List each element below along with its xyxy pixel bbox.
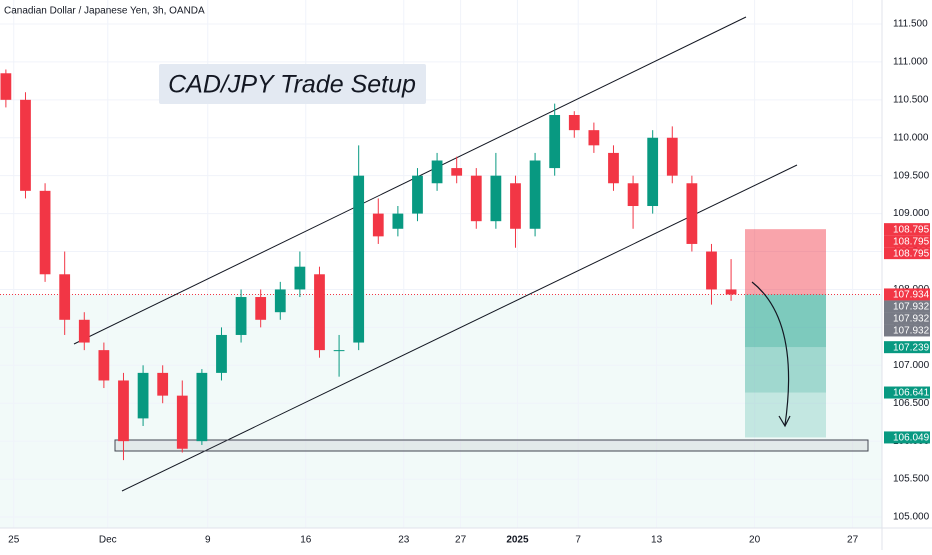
candle-body xyxy=(725,289,737,295)
x-tick-label: Dec xyxy=(99,535,117,546)
price-label: 108.795 xyxy=(893,248,930,259)
y-tick-label: 111.000 xyxy=(893,57,928,68)
y-tick-label: 109.500 xyxy=(893,170,930,181)
candle-body xyxy=(176,395,188,449)
x-tick-label: 16 xyxy=(300,535,312,546)
price-label: 106.049 xyxy=(893,433,930,444)
candle-body xyxy=(118,380,129,442)
arrow-head xyxy=(778,415,791,428)
candle-body xyxy=(431,160,443,184)
candle-body xyxy=(59,274,71,320)
y-tick-label: 110.000 xyxy=(893,132,929,143)
price-label-bg xyxy=(884,431,930,444)
candle-body xyxy=(333,350,345,352)
price-label: 107.932 xyxy=(893,326,930,337)
price-label-bg xyxy=(884,223,930,236)
candle-body xyxy=(196,372,208,442)
y-tick-label: 109.000 xyxy=(893,208,930,219)
candle-body xyxy=(216,334,227,373)
candle-body xyxy=(255,297,267,320)
chart-title: Canadian Dollar / Japanese Yen, 3h, OAND… xyxy=(4,6,205,17)
candle-body xyxy=(274,289,286,313)
x-tick-label: 9 xyxy=(205,535,211,546)
y-tick-label: 111.500 xyxy=(893,19,928,30)
support-zone xyxy=(114,439,869,452)
price-label-bg xyxy=(884,324,930,337)
x-tick-label: 25 xyxy=(8,535,20,546)
candle-body xyxy=(392,213,404,229)
candle-body xyxy=(314,274,325,351)
x-tick-label: 23 xyxy=(398,535,410,546)
x-tick-label: 7 xyxy=(575,535,581,546)
candle-body xyxy=(137,372,149,419)
y-tick-label: 107.000 xyxy=(893,360,930,371)
price-label-bg xyxy=(884,312,930,325)
candle-body xyxy=(0,73,12,100)
target-zone xyxy=(745,294,826,348)
candle-body xyxy=(20,99,31,191)
candle-body xyxy=(627,183,639,207)
target-zone xyxy=(745,347,826,393)
candle-body xyxy=(412,175,423,214)
price-label-bg xyxy=(884,288,930,301)
arrow xyxy=(751,281,790,426)
x-tick-label: 27 xyxy=(847,535,859,546)
price-label: 107.932 xyxy=(893,302,930,313)
target-zone xyxy=(745,392,826,438)
y-tick-label: 106.500 xyxy=(893,398,930,409)
annotation: CAD/JPY Trade Setup xyxy=(168,71,416,99)
price-label: 108.795 xyxy=(893,236,930,247)
candle-body xyxy=(706,251,717,290)
price-label: 106.641 xyxy=(893,388,930,399)
candle-body xyxy=(294,266,306,290)
stop-zone xyxy=(745,229,826,295)
annotation-box xyxy=(159,64,426,104)
candle-body xyxy=(549,114,561,169)
candle-body xyxy=(588,130,600,146)
price-label: 107.239 xyxy=(893,342,930,353)
candle-body xyxy=(666,137,678,176)
candle-body xyxy=(78,319,90,343)
price-label: 107.932 xyxy=(893,314,930,325)
candle-body xyxy=(353,175,365,343)
candle-body xyxy=(39,190,51,275)
candle-body xyxy=(451,168,463,176)
candle-body xyxy=(510,183,521,229)
x-tick-label: 20 xyxy=(749,535,761,546)
candle-body xyxy=(529,160,541,229)
price-label-bg xyxy=(884,386,930,399)
y-tick-label: 110.500 xyxy=(893,94,929,105)
candle-body xyxy=(470,175,482,222)
candle-body xyxy=(608,152,619,184)
price-label: 108.795 xyxy=(893,224,930,235)
candle-body xyxy=(98,350,110,381)
x-tick-label: 13 xyxy=(651,535,663,546)
candle-body xyxy=(568,114,580,131)
candle-body xyxy=(372,213,384,237)
y-tick-label: 105.500 xyxy=(893,474,930,485)
x-tick-label: 27 xyxy=(455,535,467,546)
candle-body xyxy=(686,183,698,244)
y-tick-label: 105.000 xyxy=(893,512,930,523)
price-label-bg xyxy=(884,247,930,260)
candle-body xyxy=(235,297,247,335)
price-label: 107.934 xyxy=(893,290,930,301)
price-label-bg xyxy=(884,300,930,313)
price-label-bg xyxy=(884,235,930,248)
candle-body xyxy=(157,372,169,396)
candle-body xyxy=(490,175,502,222)
x-tick-label: 2025 xyxy=(506,535,529,546)
price-label-bg xyxy=(884,341,930,354)
candle-body xyxy=(647,137,659,207)
channel-lower xyxy=(121,164,798,492)
channel-upper xyxy=(73,16,747,345)
